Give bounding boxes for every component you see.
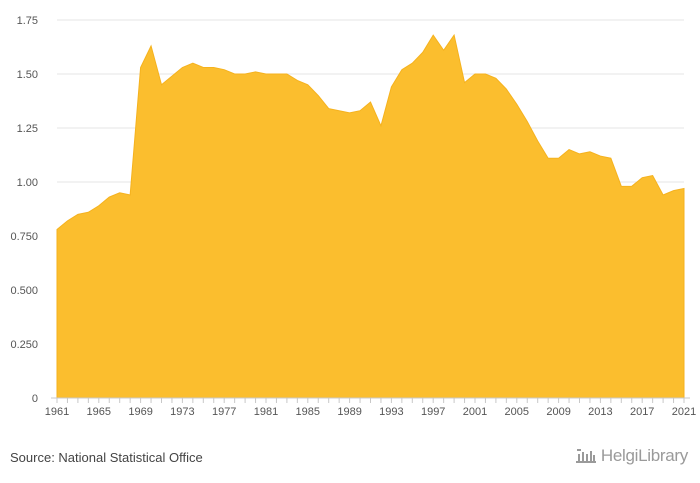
x-tick-label: 1981	[254, 406, 278, 418]
x-tick-label: 2021	[672, 406, 696, 418]
x-tick-label: 1965	[87, 406, 111, 418]
y-tick-label: 1.00	[17, 177, 38, 189]
y-tick-label: 0	[32, 393, 38, 405]
y-tick-label: 0.500	[10, 285, 38, 297]
x-tick-label: 1997	[421, 406, 445, 418]
x-tick-label: 1969	[128, 406, 152, 418]
y-tick-label: 1.50	[17, 69, 38, 81]
x-tick-label: 1961	[45, 406, 69, 418]
building-icon	[575, 449, 596, 463]
brand-logo[interactable]: HelgiLibrary	[575, 446, 688, 466]
y-tick-label: 0.250	[10, 339, 38, 351]
source-note: Source: National Statistical Office	[10, 450, 203, 465]
x-tick-label: 1985	[296, 406, 320, 418]
x-axis: 1961 1965 1969 1973 1977 1981 1985 1989 1993 1997…	[45, 397, 696, 418]
x-tick-label: 2001	[463, 406, 487, 418]
y-tick-label: 1.25	[17, 123, 38, 135]
brand-name: HelgiLibrary	[600, 446, 688, 465]
x-tick-label: 2009	[546, 406, 570, 418]
y-axis: 0 0.250 0.500 0.750 1.00 1.25 1.50 1.75	[10, 15, 38, 405]
area-series	[56, 33, 685, 399]
area-layer	[56, 33, 685, 399]
x-tick-label: 1993	[379, 406, 403, 418]
x-tick-label: 2017	[630, 406, 654, 418]
x-tick-label: 1977	[212, 406, 236, 418]
x-tick-label: 2005	[505, 406, 529, 418]
y-tick-label: 0.750	[10, 231, 38, 243]
y-tick-label: 1.75	[17, 15, 38, 27]
x-tick-label: 1989	[337, 406, 361, 418]
x-tick-label: 1973	[170, 406, 194, 418]
x-tick-label: 2013	[588, 406, 612, 418]
